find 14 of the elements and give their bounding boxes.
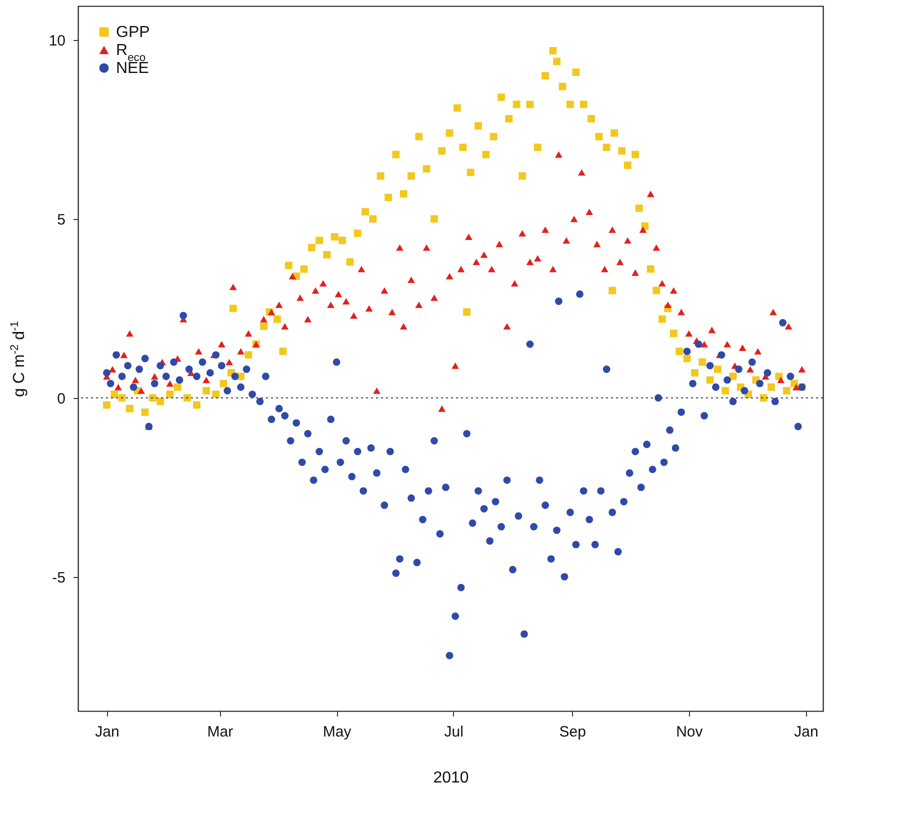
legend-label: GPP — [116, 24, 150, 41]
x-tick-label: May — [322, 724, 352, 740]
x-tick-label: Sep — [559, 724, 586, 740]
y-tick-label: 10 — [48, 32, 66, 50]
y-tick-label: -5 — [52, 569, 66, 586]
x-tick-label: Jan — [794, 724, 818, 740]
x-tick-label: Mar — [207, 724, 234, 740]
x-tick-label: Nov — [676, 724, 704, 740]
x-tick-label: Jul — [444, 724, 464, 740]
legend-label: NEE — [116, 60, 149, 77]
x-tick-label: Jan — [95, 724, 120, 740]
x-axis-title: 2010 — [433, 770, 469, 786]
y-tick-label: 5 — [57, 211, 66, 228]
y-tick-label: 0 — [57, 390, 66, 408]
